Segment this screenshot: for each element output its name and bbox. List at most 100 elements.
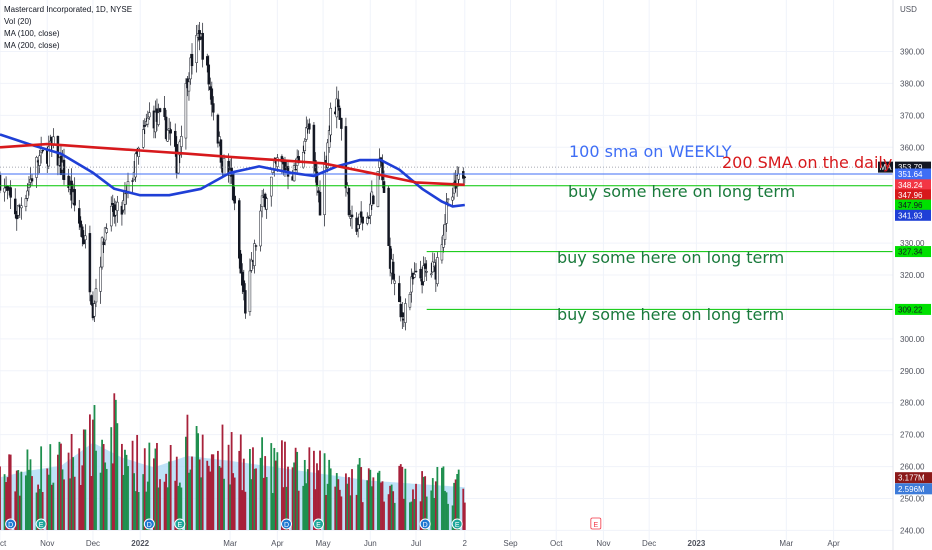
candle-body [154,111,157,133]
candle-body [440,244,444,261]
volume-bar [369,469,372,530]
volume-bar [8,454,11,530]
price-tag: 351.64 [895,168,931,180]
candle-body [227,160,230,176]
volume-bar [113,393,116,530]
volume-bar [221,424,224,530]
volume-bar [453,482,456,530]
candle-body [356,224,360,229]
candle-body [164,116,168,139]
candle-body [212,103,215,113]
volume-bar [186,414,189,530]
candle-body [219,139,223,163]
volume-bar [153,458,155,530]
volume-bar [50,484,53,530]
volume-bar [409,502,411,530]
volume-bar [114,399,117,530]
candle-body [195,35,198,63]
candle-body [102,241,105,246]
volume-bar [399,464,402,530]
volume-bar [166,487,169,530]
volume-bar [169,444,172,530]
candle-body [260,195,264,208]
volume-bar [444,490,446,530]
price-tag-value: 347.96 [898,201,923,210]
price-tag-bg [895,303,931,315]
candle-body [169,129,172,134]
earnings-marker [312,518,324,530]
x-tick-label: 2 [463,539,468,548]
candle-body [317,190,320,193]
price-tag-bg [895,189,931,201]
x-tick-label: Nov [40,539,54,548]
volume-tag-bg [895,472,932,484]
candle-body [387,187,390,246]
volume-bar [271,493,274,530]
candle-body [209,86,212,91]
volume-bar [462,488,465,530]
dividend-marker [143,518,155,530]
candle-body [347,187,351,216]
volume-bar [35,492,38,530]
candle-body [359,211,363,218]
volume-bar [200,477,203,530]
candle-body [312,124,316,162]
volume-bar [168,461,171,530]
volume-bar [242,458,245,530]
price-tag-prefix: MA [880,163,893,172]
candle-body [241,271,244,286]
y-tick-label: 370.00 [900,111,925,120]
volume-bar [329,468,332,530]
price-tag-value: 347.96 [898,191,923,200]
candle-body [372,195,375,205]
candle-body [94,288,98,303]
volume-bar [323,453,326,530]
volume-bar [40,446,43,530]
x-tick-label: 2022 [131,539,149,548]
volume-bar [415,483,417,530]
volume-bar [101,439,104,530]
volume-bar [434,481,437,530]
legend-ma200: MA (200, close) [4,41,60,50]
candle-body [276,157,279,167]
candle-body [47,146,51,167]
candle-body [382,181,386,193]
volume-bar [284,441,286,530]
volume-bar [38,488,41,530]
volume-bar [463,502,466,530]
volume-bar [252,447,254,530]
candle-body [349,216,352,219]
x-tick-label: Mar [779,539,793,548]
candle-body [244,290,247,314]
candle-body [184,83,188,139]
volume-bar [285,486,288,530]
candle-body [338,107,342,120]
volume-bar [317,470,320,530]
candle-body [445,201,448,224]
candle-body [414,270,418,273]
volume-bar [102,444,105,530]
volume-bar [79,484,82,530]
price-tag: 348.24 [895,179,931,191]
candle-body [455,175,459,187]
volume-bar [259,457,262,530]
candle-body [157,112,160,125]
candle-body [404,303,407,323]
candle-body [73,189,76,206]
volume-bar [125,454,128,530]
ma-line [0,133,465,208]
volume-bar [52,482,55,530]
legend: Mastercard Incorporated, 1D, NYSE Vol (2… [4,4,132,52]
volume-tag-value: 2.596M [898,485,925,494]
candle-body [327,130,331,148]
volume-bar [191,456,193,530]
volume-bar [253,468,256,530]
volume-bar [92,419,94,530]
reference-lines [0,166,893,310]
volume-bar [159,479,161,530]
event-marker-letter: E [177,522,182,529]
volume-bar [69,478,71,530]
volume-bar [421,471,424,530]
candle-body [340,117,343,129]
